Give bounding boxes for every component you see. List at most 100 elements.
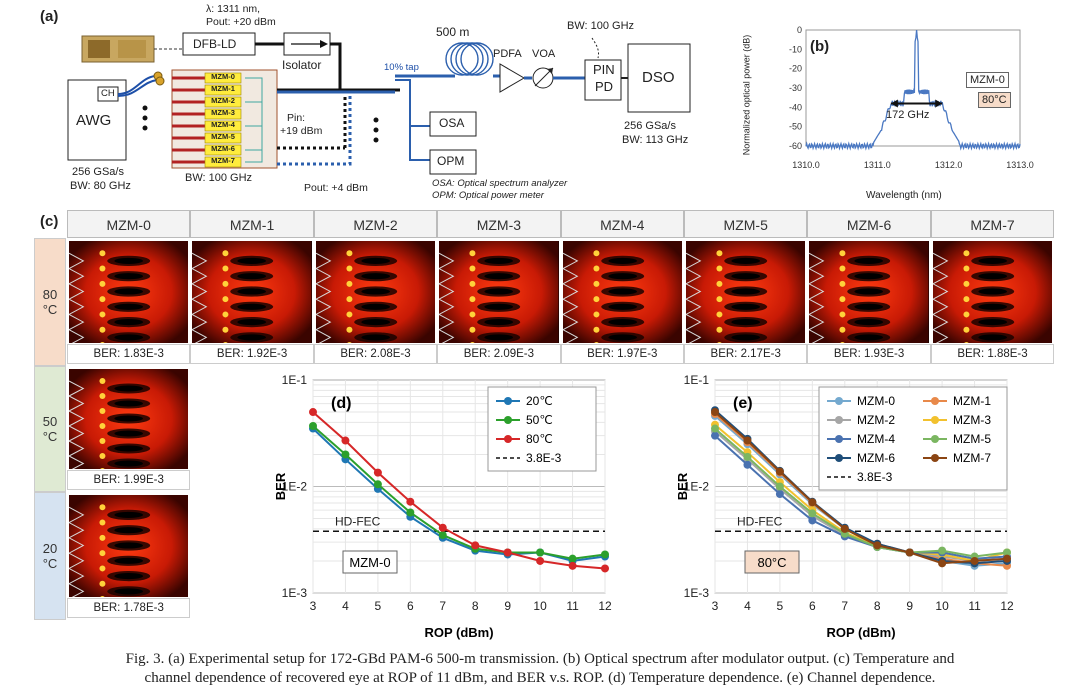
spectrum-plot-area: [805, 29, 1021, 147]
ber-value: BER: 2.09E-3: [437, 344, 561, 364]
chart-ytick: 1E-3: [282, 586, 308, 600]
legend-swatch-dot: [931, 416, 939, 424]
data-point: [568, 554, 577, 563]
voa-label: VOA: [532, 48, 556, 60]
eye-crossing-dot: [222, 296, 229, 303]
eye-crossing-dot: [839, 296, 846, 303]
eye-diagram: [439, 241, 559, 343]
eye-diagram-image: [192, 241, 312, 343]
spectrum-ytick: -40: [789, 102, 802, 112]
ber-value: BER: 2.08E-3: [313, 344, 438, 364]
eye-crossing-dot: [839, 250, 846, 257]
data-point: [341, 450, 350, 459]
chart-xtick: 10: [533, 599, 547, 613]
eye-opening-center: [484, 257, 514, 264]
series-line: [714, 427, 1008, 558]
panel-label-a: (a): [40, 8, 59, 25]
eye-diagram: [686, 241, 806, 343]
eye-crossing-dot: [99, 504, 106, 511]
spectrum-ytick: -20: [789, 64, 802, 74]
eye-opening-center: [978, 273, 1007, 280]
legend-swatch-dot: [504, 416, 512, 424]
spectrum-ytick: -50: [789, 122, 802, 132]
eye-opening-center: [731, 303, 761, 310]
ber-value: BER: 1.93E-3: [807, 344, 931, 364]
temperature-row-label: 80 °C: [34, 238, 66, 366]
series-line: [714, 411, 1008, 565]
eye-crossing-dot: [99, 393, 106, 399]
hd-fec-label: HD-FEC: [737, 514, 783, 528]
eye-opening-center: [114, 527, 144, 534]
data-point: [775, 482, 784, 491]
ber-value: BER: 1.78E-3: [67, 598, 191, 618]
modulator-bw: BW: 100 GHz: [185, 172, 253, 184]
chart-xtick: 6: [809, 599, 816, 613]
eye-crossing-dot: [99, 265, 106, 272]
eye-crossing-dot: [347, 342, 352, 343]
eye-diagram: [932, 241, 1053, 343]
eye-opening-center: [854, 303, 884, 310]
spectrum-xtick: 1311.0: [864, 160, 891, 170]
eye-crossing-dot: [593, 296, 600, 303]
spectrum-panel: 1310.0 1311.0 1312.0 1313.0 0 -10 -20 -30 -40 -50…: [741, 18, 1048, 206]
spectrum-ylabel: Normalized optical power (dB): [741, 34, 752, 156]
eye-crossing-dot: [222, 250, 229, 257]
pout-label: Pout: +4 dBm: [304, 182, 368, 194]
eye-column-header: MZM-7: [930, 210, 1055, 238]
eye-crossing-dot: [99, 280, 106, 287]
legend-entry: MZM-4: [857, 432, 895, 446]
panel-label-c: (c): [40, 213, 59, 230]
spectrum-ytick: 0: [797, 25, 802, 35]
eye-diagram: [192, 241, 312, 343]
chart-ytick: 1E-2: [684, 480, 710, 494]
eye-opening-center: [361, 303, 390, 310]
legend-entry: 50℃: [526, 413, 553, 427]
eye-opening-center: [361, 334, 390, 341]
dso-specs-2: BW: 113 GHz: [622, 134, 689, 146]
legend-swatch-dot: [835, 454, 843, 462]
series-line: [714, 424, 1008, 562]
spectrum-tag-temp: 80°C: [978, 92, 1011, 108]
chart-xtick: 8: [472, 599, 479, 613]
eye-crossing-dot: [716, 326, 723, 333]
awg-specs-1: 256 GSa/s: [72, 166, 124, 178]
legend-swatch-dot: [931, 435, 939, 443]
data-point: [601, 564, 609, 573]
mzm-chip-label: MZM-6: [211, 144, 235, 153]
eye-crossing-dot: [593, 265, 600, 272]
data-point: [743, 436, 752, 445]
eye-crossing-dot: [840, 342, 846, 343]
spectrum-xtick: 1313.0: [1006, 160, 1034, 170]
mzm-chip-label: MZM-1: [211, 84, 235, 93]
eye-opening-center: [854, 319, 884, 326]
series-line: [312, 427, 606, 562]
spectrum-svg: 1310.0 1311.0 1312.0 1313.0 0 -10 -20 -30 -40 -50…: [789, 25, 1034, 170]
isolator-label: Isolator: [282, 58, 322, 72]
eye-crossing-dot: [469, 250, 476, 257]
legend-entry: MZM-0: [857, 394, 895, 408]
eye-crossing-dot: [716, 296, 723, 303]
eye-crossing-dot: [717, 342, 722, 343]
spectrum-xtick: 1312.0: [935, 160, 963, 170]
eye-opening-center: [978, 334, 1007, 341]
eye-opening-center: [237, 319, 267, 326]
eye-crossing-dot: [470, 342, 475, 343]
eye-diagram-image: [69, 495, 189, 597]
temperature-unit: °C: [42, 556, 58, 571]
chart-ytick: 1E-3: [684, 586, 710, 600]
data-point: [970, 556, 979, 565]
temperature-unit: °C: [42, 429, 58, 444]
eye-crossing-dot: [99, 519, 106, 526]
eye-opening-center: [607, 334, 637, 341]
pd-bw-label: BW: 100 GHz: [567, 20, 635, 32]
legend-swatch-dot: [835, 397, 843, 405]
legend-entry: MZM-3: [953, 413, 991, 427]
eye-opening-center: [114, 334, 144, 341]
eye-crossing-dot: [100, 596, 105, 597]
eye-crossing-dot: [593, 311, 600, 318]
eye-opening-center: [484, 334, 514, 341]
chart-tag-box: [342, 550, 398, 574]
chart-xtick: 11: [566, 599, 579, 613]
arrow-head-right: [935, 99, 943, 108]
awg-label: AWG: [76, 112, 112, 129]
